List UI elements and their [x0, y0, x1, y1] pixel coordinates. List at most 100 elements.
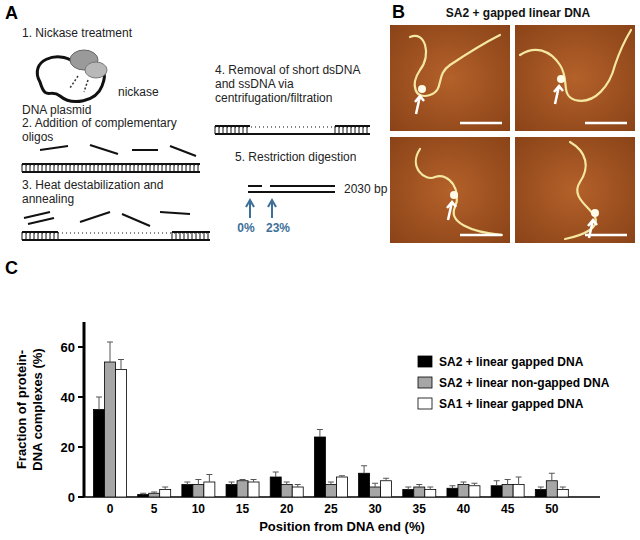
- dna-strand: [22, 165, 200, 166]
- base-pair: [102, 164, 103, 172]
- error-bar: [449, 486, 455, 489]
- base-pair: [231, 126, 232, 134]
- bar: [414, 487, 425, 497]
- base-pair: [176, 232, 177, 240]
- error-bar: [295, 485, 301, 488]
- bar: [116, 370, 127, 498]
- bar: [248, 482, 259, 497]
- x-tick-label: 0: [107, 502, 114, 516]
- base-pair: [70, 164, 71, 172]
- dna-strand: [22, 171, 200, 173]
- base-pair: [86, 164, 87, 172]
- error-bar: [251, 480, 257, 483]
- base-pair: [194, 164, 195, 172]
- bar: [359, 473, 370, 497]
- error-bar: [317, 430, 323, 438]
- afm-image: [515, 137, 635, 243]
- scale-bar: [460, 234, 502, 237]
- panel-a: 1. Nickase treatment2. Addition of compl…: [22, 26, 388, 240]
- bar: [226, 485, 237, 498]
- base-pair: [46, 164, 47, 172]
- base-pair: [30, 164, 31, 172]
- base-pair: [106, 164, 107, 172]
- cut-arrow: [246, 200, 254, 218]
- legend: SA2 + linear gapped DNASA2 + linear non-…: [418, 355, 610, 411]
- y-axis-label: DNA complexes (%): [30, 348, 45, 470]
- bar: [314, 437, 325, 497]
- oligo: [24, 212, 50, 218]
- x-tick-label: 15: [236, 502, 250, 516]
- step-text: and ssDNA via: [215, 77, 294, 91]
- site-label: 23%: [266, 221, 290, 235]
- base-pair: [343, 126, 344, 134]
- step-text: 1. Nickase treatment: [22, 26, 133, 40]
- base-pair: [82, 164, 83, 172]
- base-pair: [339, 126, 340, 134]
- base-pair: [114, 164, 115, 172]
- y-axis: [83, 322, 86, 497]
- legend-label: SA2 + linear gapped DNA: [439, 355, 584, 369]
- error-bar: [184, 482, 190, 485]
- base-pair: [98, 164, 99, 172]
- error-bar: [118, 360, 124, 370]
- figure: A B C1. Nickase treatment2. Addition of co…: [0, 0, 640, 540]
- afm-title: SA2 + gapped linear DNA: [446, 6, 591, 20]
- x-tick-label: 30: [368, 502, 382, 516]
- base-pair: [188, 232, 189, 240]
- dna-molecule: [416, 149, 502, 235]
- dna-strand: [248, 191, 335, 193]
- panel-label: C: [5, 258, 18, 278]
- bar: [458, 485, 469, 498]
- step-text: 5. Restriction digestion: [235, 150, 356, 164]
- error-bar: [460, 482, 466, 485]
- afm-background: [390, 137, 510, 243]
- protein-blob: [557, 75, 565, 83]
- bar: [447, 488, 458, 497]
- base-pair: [182, 164, 183, 172]
- panel-c: 020406005101520253035404550Position from…: [14, 322, 610, 534]
- panel-label: A: [5, 3, 18, 23]
- base-pair: [166, 164, 167, 172]
- error-bar: [549, 473, 555, 481]
- nickase-shape: [85, 62, 107, 78]
- base-pair: [134, 164, 135, 172]
- bar: [546, 481, 557, 497]
- cut-arrow: [268, 200, 276, 218]
- base-pair: [172, 232, 173, 240]
- panel-label: B: [392, 2, 405, 22]
- base-pair: [200, 232, 201, 240]
- base-pair: [142, 164, 143, 172]
- step-text: centrifugation/filtration: [215, 91, 332, 105]
- base-pair: [215, 126, 216, 134]
- bar: [403, 490, 414, 498]
- error-bar: [383, 478, 389, 481]
- step-text: 3. Heat destabilization and: [22, 178, 163, 192]
- afm-image: [390, 25, 510, 131]
- afm-arrow: [554, 86, 563, 104]
- oligo: [90, 145, 118, 154]
- base-pair: [347, 126, 348, 134]
- base-pair: [180, 232, 181, 240]
- nickase-label: nickase: [118, 85, 159, 99]
- afm-arrow: [447, 202, 456, 220]
- x-tick-label: 40: [457, 502, 471, 516]
- base-pair: [190, 164, 191, 172]
- bar: [160, 490, 171, 498]
- base-pair: [22, 232, 23, 240]
- dna-strand: [22, 163, 200, 165]
- base-pair: [58, 232, 59, 240]
- base-pair: [351, 126, 352, 134]
- oligo: [122, 214, 150, 226]
- bar: [204, 482, 215, 497]
- oligo: [80, 212, 110, 222]
- base-pair: [50, 232, 51, 240]
- step-text: annealing: [22, 192, 74, 206]
- bar: [138, 495, 149, 498]
- bar: [193, 485, 204, 498]
- base-pair: [359, 126, 360, 134]
- base-pair: [78, 164, 79, 172]
- base-pair: [227, 126, 228, 134]
- afm-image: [515, 25, 635, 131]
- base-pair: [34, 164, 35, 172]
- base-pair: [42, 164, 43, 172]
